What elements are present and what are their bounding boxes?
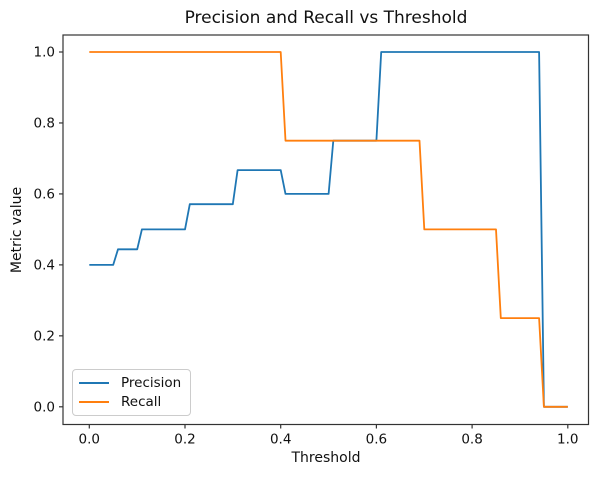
chart-title: Precision and Recall vs Threshold: [184, 8, 468, 28]
legend: Precision Recall: [72, 369, 191, 416]
precision-line-swatch: [79, 381, 109, 384]
x-tick-label: 0.8: [461, 432, 482, 448]
y-tick-label: 0.6: [34, 186, 55, 202]
y-tick-label: 0.0: [34, 399, 55, 415]
legend-item-precision: Precision: [79, 373, 184, 393]
recall-line-swatch: [79, 401, 109, 404]
x-axis-ticks: 0.0 0.2 0.4 0.6 0.8 1.0: [79, 424, 579, 448]
legend-label-precision: Precision: [121, 374, 182, 391]
x-axis-label: Threshold: [291, 450, 361, 466]
x-tick-label: 0.0: [79, 432, 100, 448]
y-axis-label: Metric value: [9, 186, 25, 274]
y-axis-ticks: 0.0 0.2 0.4 0.6 0.8 1.0: [34, 45, 63, 415]
axes-frame: [62, 34, 590, 426]
x-tick-label: 1.0: [557, 432, 578, 448]
y-tick-label: 1.0: [34, 45, 55, 61]
legend-label-recall: Recall: [121, 394, 162, 411]
x-tick-label: 0.2: [174, 432, 195, 448]
legend-item-recall: Recall: [79, 393, 184, 413]
y-tick-label: 0.2: [34, 328, 55, 344]
y-tick-label: 0.4: [34, 257, 55, 273]
series-precision-line: [89, 51, 568, 408]
y-tick-label: 0.8: [34, 115, 55, 131]
x-tick-label: 0.4: [270, 432, 291, 448]
series-recall-line: [89, 51, 568, 408]
x-tick-label: 0.6: [366, 432, 387, 448]
